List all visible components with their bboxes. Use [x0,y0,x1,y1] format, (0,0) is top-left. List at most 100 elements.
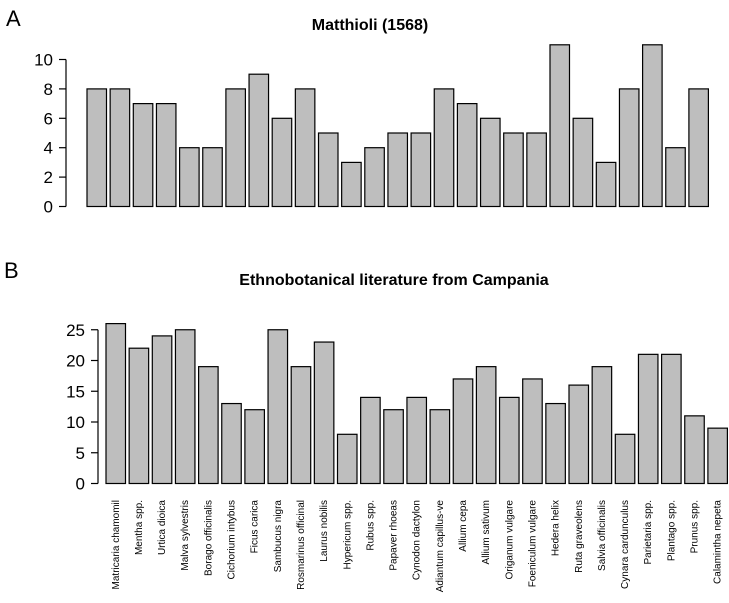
panel-b-bar [105,323,127,485]
panel-a-bar [665,147,686,208]
panel-a-bar [618,88,640,208]
panel-b-bars [105,323,729,485]
panel-a: A Matthioli (1568) 0 2 4 6 8 10 [6,6,710,217]
panel-b-bar [637,353,659,485]
panel-b-x-tick-label: Ruta graveolens [574,500,585,573]
panel-a-bar [433,88,455,208]
panel-b-bar [336,433,358,485]
panel-b-bar [383,409,404,485]
panel-a-bar [572,117,594,208]
panel-a-bar [294,88,316,208]
panel-b-x-tick-label: Origanum vulgare [504,500,515,580]
panel-b-bar [429,409,451,485]
panel-a-bar [248,73,270,208]
panel-a-y-tick-label: 10 [34,51,53,70]
panel-a-bar [271,117,293,208]
panel-b-x-tick-label: Rubus spp. [365,500,376,551]
panel-a-bar [109,88,131,208]
panel-b-bar [591,366,613,485]
panel-a-bar [179,147,200,208]
panel-a-bar [387,132,409,208]
panel-b-x-tick-label: Papaver rhoeas [389,500,400,571]
panel-b-x-tick-label: Cichorium intybus [227,500,238,579]
panel-a-bar [155,102,177,208]
panel-b-letter: B [4,258,19,283]
panel-b-bar [684,415,705,485]
panel-a-bar [595,161,617,208]
panel-b-x-tick-label: Allium sativum [481,500,492,564]
panel-b-bar [267,329,289,485]
panel-b-bar [290,366,312,485]
panel-a-bar [503,132,524,208]
panel-b-bar [568,384,590,485]
panel-b-y-tick-label: 5 [76,444,85,463]
panel-a-bars [86,44,710,208]
panel-b-x-tick-label: Urtica dioica [157,500,168,555]
panel-b-bar [707,427,729,485]
panel-a-bar [86,88,108,208]
panel-b-x-tick-label: Laurus nobilis [319,500,330,562]
panel-b-x-tick-label: Foeniculum vulgare [527,500,538,588]
panel-b-bar [406,396,428,485]
panel-a-y-tick-label: 0 [44,198,53,217]
panel-b-y-tick-label: 15 [66,382,85,401]
panel-a-bar [641,44,663,208]
panel-b: B Ethnobotanical literature from Campani… [4,258,729,593]
panel-a-bar [456,102,478,208]
panel-b-x-tick-label: Parietaria spp. [643,500,654,564]
panel-b-bar [360,396,381,485]
panel-b-bar [198,366,219,485]
panel-a-bar [479,117,501,208]
panel-b-x-tick-label: Sambucus nigra [273,500,284,573]
panel-b-x-tick-label: Calamintha nepeta [713,500,724,584]
panel-a-bar [549,44,571,208]
panel-b-bar [614,433,636,485]
panel-b-x-tick-label: Prunus spp. [690,500,701,553]
panel-b-bar [313,341,335,485]
panel-b-x-tick-label: Plantago spp. [666,500,677,561]
panel-a-y-tick-label: 6 [44,109,53,128]
panel-b-y-tick-label: 0 [76,475,85,494]
panel-a-bar [202,147,223,208]
panel-a-bar [341,161,362,208]
panel-b-x-tick-label: Adiantum capillus-ve [435,500,446,593]
panel-a-y-tick-label: 4 [44,139,53,158]
panel-b-y-tick-label: 10 [66,413,85,432]
panel-a-bar [526,132,547,208]
panel-b-bar [174,329,196,485]
panel-b-x-tick-label: Rosmarinus officinal [296,500,307,590]
panel-a-bar [410,132,432,208]
panel-a-title: Matthioli (1568) [312,17,428,34]
panel-a-bar [317,132,339,208]
panel-b-bar [545,402,566,485]
panel-a-y-tick-label: 8 [44,80,53,99]
panel-a-bar [132,102,154,208]
panel-b-bar [244,409,265,485]
panel-b-x-tick-label: Hypericum spp. [342,500,353,569]
panel-b-x-tick-label: Cynodon dactylon [412,500,423,580]
panel-b-bar [660,353,682,485]
panel-b-bar [151,335,173,485]
panel-b-x-tick-label: Matricaria chamomil [111,500,122,589]
panel-a-letter: A [6,6,21,31]
panel-b-bar [475,366,497,485]
panel-a-y-tick-label: 2 [44,168,53,187]
panel-b-y-tick-label: 25 [66,321,85,340]
panel-b-y-axis: 0 5 10 15 20 25 [66,321,99,494]
panel-b-x-tick-label: Mentha spp. [134,500,145,555]
panel-b-x-tick-label: Hedera helix [551,500,562,556]
panel-b-x-tick-label: Malva sylvestris [180,500,191,571]
panel-b-title: Ethnobotanical literature from Campania [239,272,548,289]
panel-b-y-tick-label: 20 [66,352,85,371]
panel-a-bar [688,88,710,208]
panel-b-x-labels: Matricaria chamomil Mentha spp. Urtica dio… [111,500,724,593]
panel-b-x-tick-label: Borago officinalis [203,500,214,576]
panel-b-x-tick-label: Salvia officinalis [597,500,608,571]
panel-a-bar [225,88,246,208]
panel-a-y-axis: 0 2 4 6 8 10 [34,51,67,217]
panel-b-x-tick-label: Allium cepa [458,500,469,552]
panel-b-x-tick-label: Cynara cardunculus [620,500,631,589]
panel-b-bar [498,396,520,485]
panel-b-bar [221,402,242,485]
